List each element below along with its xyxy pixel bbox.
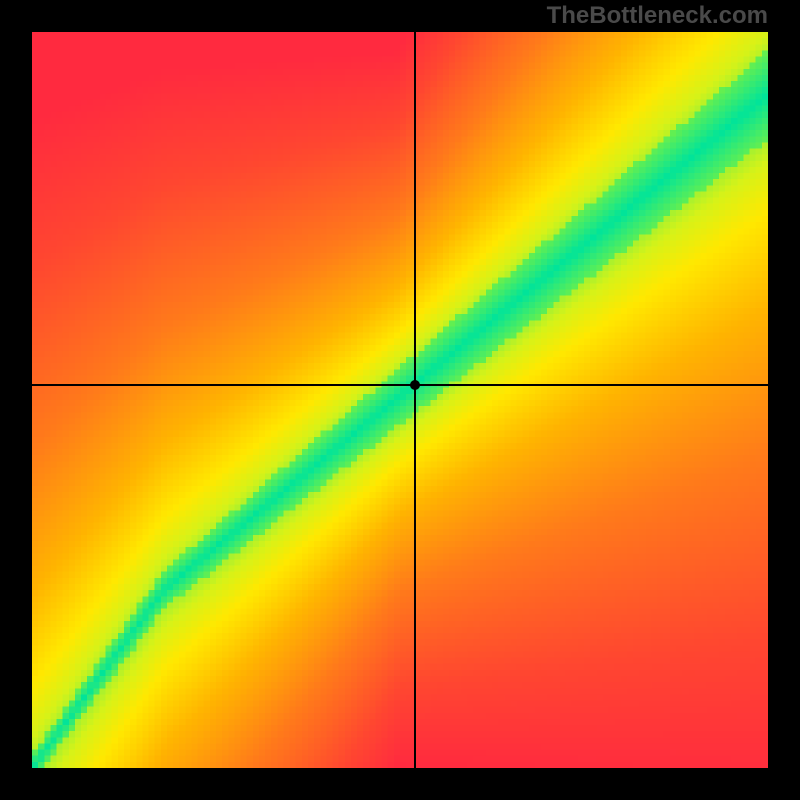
watermark-text: TheBottleneck.com: [547, 2, 768, 30]
chart-container: TheBottleneck.com: [0, 0, 800, 800]
bottleneck-heatmap: [32, 32, 768, 768]
crosshair-vertical: [414, 32, 416, 768]
crosshair-marker: [410, 380, 420, 390]
crosshair-horizontal: [32, 384, 768, 386]
